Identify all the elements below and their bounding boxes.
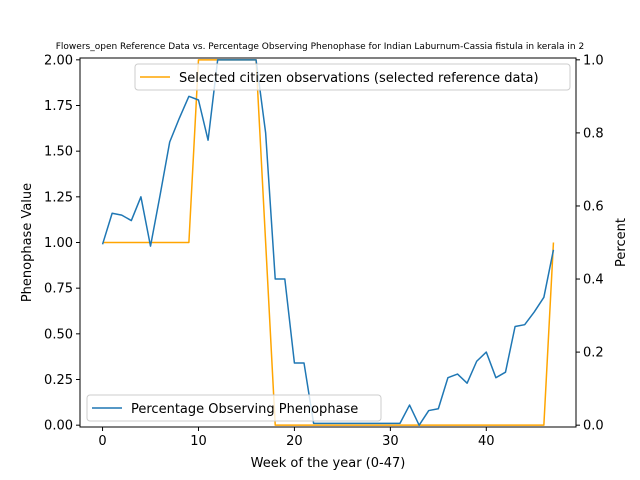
y-axis-right: 0.0 0.2 0.4 0.6 0.8 1.0 xyxy=(576,53,604,434)
x-axis: 0 10 20 30 40 xyxy=(98,427,495,449)
y-right-tick-label: 0.0 xyxy=(583,419,604,434)
series-line-1 xyxy=(101,59,555,426)
y-left-tick-label: 1.75 xyxy=(44,99,73,114)
y-left-tick-label: 1.25 xyxy=(44,190,73,205)
x-tick-label: 30 xyxy=(382,434,399,449)
y-left-tick-label: 0.00 xyxy=(44,419,73,434)
y-left-tick-label: 2.00 xyxy=(44,53,73,68)
legend-top-label: Selected citizen observations (selected … xyxy=(179,71,539,86)
plot-lines xyxy=(101,59,555,426)
legend-top: Selected citizen observations (selected … xyxy=(134,63,571,91)
y-left-tick-label: 0.25 xyxy=(44,373,73,388)
legend-bottom-label: Percentage Observing Phenophase xyxy=(131,402,358,417)
x-tick-label: 0 xyxy=(98,434,106,449)
y-right-tick-label: 0.2 xyxy=(583,346,604,361)
x-tick-label: 10 xyxy=(190,434,207,449)
legend-bottom: Percentage Observing Phenophase xyxy=(86,394,382,422)
y-left-tick-label: 0.75 xyxy=(44,282,73,297)
y-left-tick-label: 1.00 xyxy=(44,236,73,251)
y-left-tick-label: 1.50 xyxy=(44,145,73,160)
y-right-tick-label: 0.6 xyxy=(583,199,604,214)
y-axis-left: 0.00 0.25 0.50 0.75 1.00 1.25 1.50 1.75 2.00 xyxy=(44,53,80,434)
y-axis-label-left: Phenophase Value xyxy=(20,183,35,302)
x-axis-label: Week of the year (0-47) xyxy=(251,456,406,471)
chart-title: Flowers_open Reference Data vs. Percenta… xyxy=(56,42,584,52)
y-left-tick-label: 0.50 xyxy=(44,327,73,342)
y-right-tick-label: 0.4 xyxy=(583,273,604,288)
y-right-tick-label: 1.0 xyxy=(583,53,604,68)
x-tick-label: 40 xyxy=(478,434,495,449)
legend-top-box xyxy=(134,63,571,91)
legend-bottom-box xyxy=(86,394,382,422)
x-tick-label: 20 xyxy=(286,434,303,449)
series-line-0 xyxy=(102,59,555,426)
y-axis-label-right: Percent xyxy=(614,218,629,267)
y-right-tick-label: 0.8 xyxy=(583,126,604,141)
